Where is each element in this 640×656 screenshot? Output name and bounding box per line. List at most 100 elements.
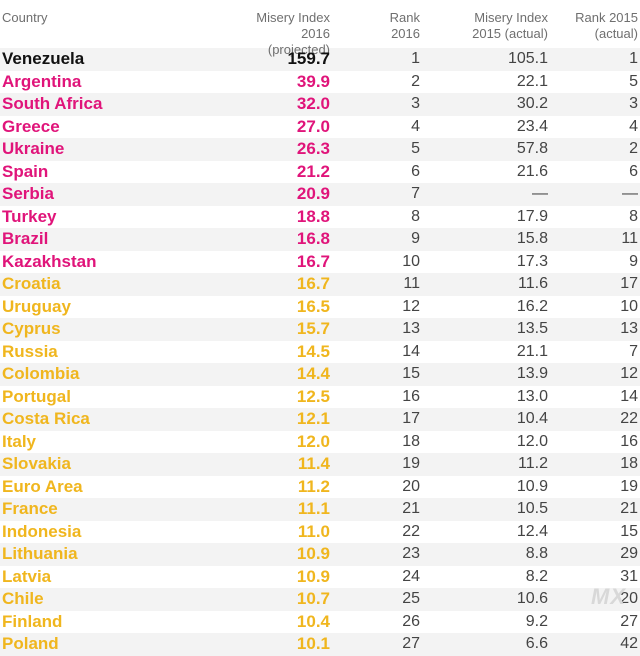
table-row: Spain 21.2 6 21.6 6 <box>0 160 640 183</box>
cell-rank-2015: 6 <box>629 162 638 180</box>
cell-country: Euro Area <box>2 476 83 496</box>
cell-misery-2015: 8.2 <box>525 567 548 585</box>
cell-misery-2015: 13.0 <box>516 387 548 405</box>
cell-rank-2016: 8 <box>411 207 420 225</box>
cell-country: Croatia <box>2 274 61 294</box>
watermark-text: MX <box>591 584 626 609</box>
cell-rank-2016: 26 <box>402 612 420 630</box>
cell-rank-2015: 20 <box>620 590 638 608</box>
header-misery-2016-line2: 2016 (projected) <box>267 26 330 57</box>
cell-rank-2016: 24 <box>402 567 420 585</box>
cell-rank-2016: 18 <box>402 432 420 450</box>
cell-misery-2016: 26.3 <box>296 139 330 159</box>
cell-rank-2015: 14 <box>620 387 638 405</box>
table-body: Venezuela 159.7 1 105.1 1 Argentina 39.9 2 22.1 5… <box>0 48 640 656</box>
header-rank-2015: Rank 2015 (actual) <box>548 0 640 48</box>
cell-country: Portugal <box>2 386 71 406</box>
cell-rank-2016: 1 <box>411 50 420 68</box>
header-rank-2015-line1: Rank 2015 <box>575 10 638 25</box>
cell-misery-2015: 21.1 <box>516 342 548 360</box>
cell-rank-2015: 42 <box>620 635 638 653</box>
cell-rank-2015: 1 <box>629 50 638 68</box>
cell-country: Uruguay <box>2 296 71 316</box>
cell-rank-2015: 22 <box>620 410 638 428</box>
cell-misery-2016: 15.7 <box>296 319 330 339</box>
header-misery-2015: Misery Index 2015 (actual) <box>420 0 548 48</box>
cell-misery-2015: 30.2 <box>516 95 548 113</box>
cell-misery-2015: 22.1 <box>516 72 548 90</box>
cell-misery-2015: 13.9 <box>516 365 548 383</box>
header-country-label: Country <box>2 10 48 25</box>
cell-misery-2016: 16.5 <box>296 296 330 316</box>
cell-rank-2016: 13 <box>402 320 420 338</box>
cell-rank-2015: — <box>622 185 638 203</box>
table-row: Venezuela 159.7 1 105.1 1 <box>0 48 640 71</box>
cell-misery-2015: 16.2 <box>516 297 548 315</box>
cell-country: Finland <box>2 611 63 631</box>
table-row: Greece 27.0 4 23.4 4 <box>0 115 640 138</box>
cell-rank-2015: 5 <box>629 72 638 90</box>
table-row: Latvia 10.9 24 8.2 31 <box>0 565 640 588</box>
cell-country: Brazil <box>2 229 49 249</box>
cell-misery-2016: 10.7 <box>296 589 330 609</box>
cell-country: Slovakia <box>2 454 71 474</box>
cell-misery-2015: 13.5 <box>516 320 548 338</box>
cell-country: Lithuania <box>2 544 78 564</box>
cell-rank-2016: 4 <box>411 117 420 135</box>
cell-misery-2016: 16.8 <box>296 229 330 249</box>
table-row: Russia 14.5 14 21.1 7 <box>0 340 640 363</box>
cell-country: Poland <box>2 634 59 654</box>
cell-misery-2016: 11.2 <box>297 476 330 496</box>
header-rank-2016-line2: 2016 <box>391 26 420 41</box>
table-row: South Africa 32.0 3 30.2 3 <box>0 93 640 116</box>
table-row: Portugal 12.5 16 13.0 14 <box>0 385 640 408</box>
cell-rank-2016: 12 <box>402 297 420 315</box>
cell-country: Ukraine <box>2 139 65 159</box>
table-row: Italy 12.0 18 12.0 16 <box>0 430 640 453</box>
header-country: Country <box>0 0 240 48</box>
cell-rank-2016: 6 <box>411 162 420 180</box>
table-row: Chile 10.7 25 10.6 20 <box>0 588 640 611</box>
cell-country: Kazakhstan <box>2 251 97 271</box>
cell-misery-2015: 6.6 <box>525 635 548 653</box>
cell-rank-2015: 17 <box>620 275 638 293</box>
cell-misery-2015: 21.6 <box>516 162 548 180</box>
header-misery-2016-line1: Misery Index <box>256 10 330 25</box>
table-row: Costa Rica 12.1 17 10.4 22 <box>0 408 640 431</box>
cell-misery-2016: 39.9 <box>296 71 330 91</box>
cell-misery-2016: 27.0 <box>296 116 330 136</box>
cell-country: Russia <box>2 341 58 361</box>
header-rank-2016-line1: Rank <box>389 10 420 25</box>
table-row: Turkey 18.8 8 17.9 8 <box>0 205 640 228</box>
cell-rank-2016: 3 <box>411 95 420 113</box>
cell-rank-2015: 18 <box>620 455 638 473</box>
cell-misery-2016: 12.5 <box>296 386 330 406</box>
cell-misery-2015: 105.1 <box>507 50 548 68</box>
cell-country: Turkey <box>2 206 57 226</box>
cell-country: Greece <box>2 116 60 136</box>
cell-rank-2015: 10 <box>620 297 638 315</box>
table-row: France 11.1 21 10.5 21 <box>0 498 640 521</box>
cell-country: Argentina <box>2 71 82 91</box>
cell-misery-2016: 159.7 <box>287 49 330 69</box>
cell-rank-2016: 23 <box>402 545 420 563</box>
cell-rank-2015: 4 <box>629 117 638 135</box>
cell-misery-2016: 18.8 <box>296 206 330 226</box>
watermark-logo: MX <box>591 584 626 610</box>
cell-rank-2015: 7 <box>629 342 638 360</box>
cell-rank-2016: 11 <box>403 275 420 293</box>
cell-misery-2015: 9.2 <box>525 612 548 630</box>
cell-rank-2016: 5 <box>411 140 420 158</box>
cell-misery-2015: 10.5 <box>516 500 548 518</box>
cell-misery-2015: 8.8 <box>525 545 548 563</box>
cell-country: Venezuela <box>2 49 85 69</box>
cell-rank-2016: 25 <box>402 590 420 608</box>
table-row: Finland 10.4 26 9.2 27 <box>0 610 640 633</box>
cell-misery-2015: — <box>532 185 548 203</box>
cell-country: Spain <box>2 161 49 181</box>
cell-misery-2015: 12.0 <box>516 432 548 450</box>
cell-rank-2016: 22 <box>402 522 420 540</box>
cell-rank-2016: 20 <box>402 477 420 495</box>
table-row: Croatia 16.7 11 11.6 17 <box>0 273 640 296</box>
